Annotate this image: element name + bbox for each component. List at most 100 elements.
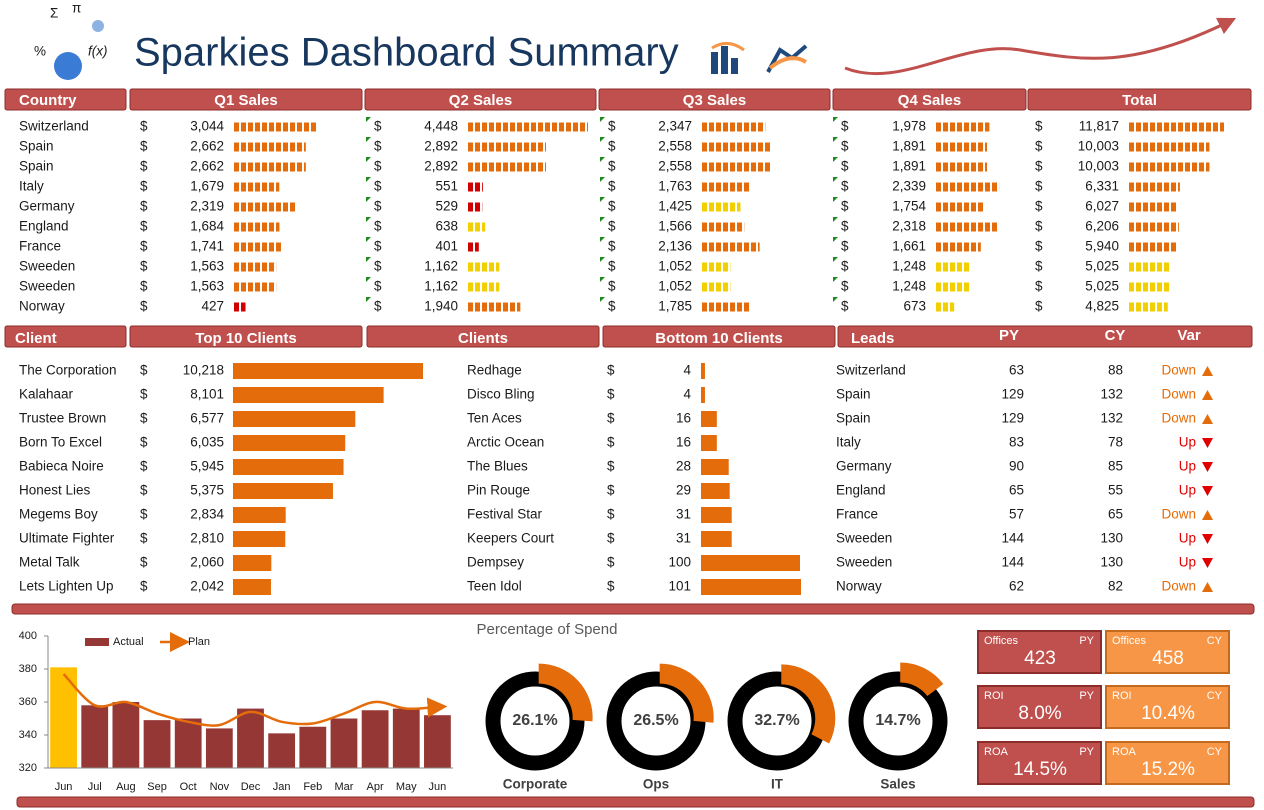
currency: $ [140,119,148,134]
sales-value: 1,162 [424,259,458,274]
page-title: Sparkies Dashboard Summary [134,31,679,75]
sales-value: 4,825 [1085,299,1119,314]
cell-flag [366,217,371,222]
currency: $ [841,139,849,154]
x-tick-label: Oct [180,781,197,793]
sales-value: 1,940 [424,299,458,314]
donut-label: 14.7% [875,712,920,729]
sales-value: 2,136 [658,239,692,254]
client-value: 8,101 [190,387,224,402]
var-arrow [1202,438,1213,448]
x-tick-label: Jul [88,781,102,793]
lead-py: 144 [1001,555,1024,570]
sales-value: 1,754 [892,199,926,214]
header-bar [129,325,363,348]
trend-icon [766,44,808,73]
kpi-value: 15.2% [1141,759,1195,780]
sales-value: 3,044 [190,119,224,134]
lead-cy: 85 [1108,459,1123,474]
sales-value: 1,563 [190,259,224,274]
lead-py: 62 [1009,579,1024,594]
currency: $ [841,199,849,214]
client-bar [701,579,801,595]
donut-ring [485,671,585,771]
kpi-period: PY [1079,635,1094,647]
lead-var: Up [1179,435,1196,450]
client-bar [233,483,333,499]
header-bar [4,325,127,348]
client-value: 2,060 [190,555,224,570]
currency: $ [607,363,615,378]
legend-swatch [85,638,109,646]
client-bar [701,459,729,475]
client-name: Festival Star [467,507,543,522]
country: Sweeden [19,259,75,274]
client-name: Metal Talk [19,555,80,570]
currency: $ [607,579,615,594]
bar [81,705,109,768]
lead-cy: 132 [1100,411,1123,426]
client-name: Born To Excel [19,435,102,450]
cell-flag [600,177,605,182]
sales-value: 1,661 [892,239,926,254]
client-name: Ten Aces [467,411,522,426]
icon-bar [711,52,718,74]
var-arrow [1202,414,1213,424]
currency: $ [140,179,148,194]
sales-value: 2,347 [658,119,692,134]
currency: $ [140,507,148,522]
sales-value: 401 [435,239,458,254]
currency: $ [607,411,615,426]
donut-label: 26.1% [512,712,557,729]
client-bar [701,435,717,451]
cell-flag [833,237,838,242]
bar [424,715,451,768]
cell-flag [600,277,605,282]
currency: $ [140,435,148,450]
currency: $ [140,279,148,294]
client-value: 101 [668,579,691,594]
separator [16,796,1255,808]
cell-flag [366,237,371,242]
currency: $ [841,119,849,134]
client-value: 6,035 [190,435,224,450]
lead-var: Down [1161,411,1196,426]
client-name: Arctic Ocean [467,435,544,450]
cell-flag [833,217,838,222]
lead-var: Up [1179,555,1196,570]
client-bar [701,555,801,571]
client-value: 29 [676,483,691,498]
column-header: CY [1105,327,1126,344]
column-header: Var [1177,327,1201,344]
kpi-value: 423 [1024,648,1056,669]
y-tick-label: 400 [19,630,37,642]
sales-value: 1,763 [658,179,692,194]
icon-line [766,44,808,73]
y-tick-label: 340 [19,729,37,741]
column-header: Q3 Sales [683,92,746,109]
cell-flag [600,297,605,302]
currency: $ [140,139,148,154]
currency: $ [608,119,616,134]
currency: $ [607,555,615,570]
donut-category: Sales [880,777,915,792]
client-name: Kalahaar [19,387,74,402]
lead-country: Spain [836,411,871,426]
y-tick-label: 360 [19,696,37,708]
logo-symbol: π [72,1,81,16]
currency: $ [608,259,616,274]
sales-value: 6,331 [1085,179,1119,194]
icon-curve [711,42,745,52]
currency: $ [841,179,849,194]
client-name: Keepers Court [467,531,554,546]
logo-symbol: f(x) [88,44,108,59]
header-bar [598,88,831,111]
x-tick-label: Aug [116,781,136,793]
donut-segment [659,663,714,723]
currency: $ [140,555,148,570]
donut-label: 32.7% [754,712,799,729]
cell-flag [600,137,605,142]
lead-cy: 65 [1108,507,1123,522]
sales-value: 1,684 [190,219,224,234]
client-bar [233,531,286,547]
